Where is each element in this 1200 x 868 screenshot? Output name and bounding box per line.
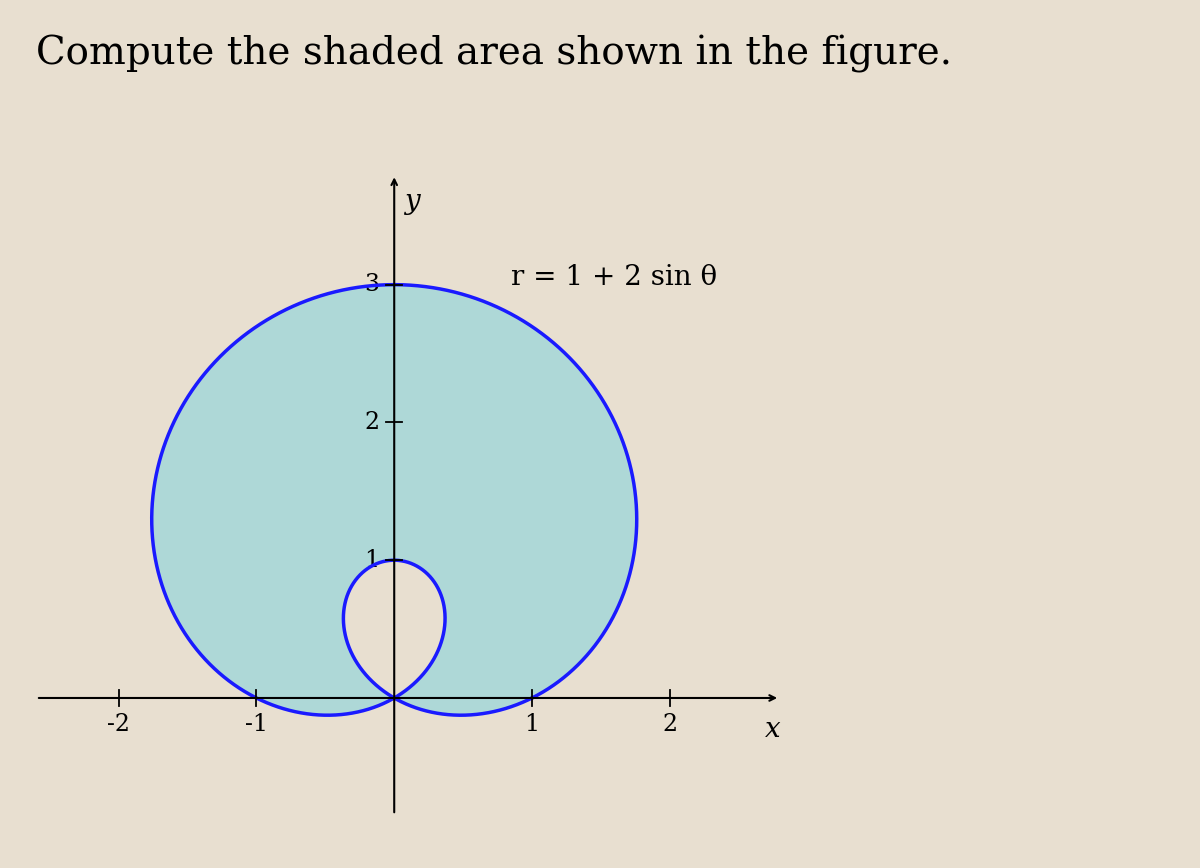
Text: x: x [766, 716, 781, 743]
Text: Compute the shaded area shown in the figure.: Compute the shaded area shown in the fig… [36, 35, 952, 73]
Text: r = 1 + 2 sin θ: r = 1 + 2 sin θ [511, 264, 718, 292]
Text: 3: 3 [364, 273, 379, 296]
Polygon shape [151, 285, 637, 715]
Text: 1: 1 [524, 713, 540, 736]
Polygon shape [343, 560, 445, 698]
Text: -1: -1 [245, 713, 268, 736]
Text: 2: 2 [364, 411, 379, 434]
Text: y: y [404, 188, 420, 215]
Text: -2: -2 [107, 713, 130, 736]
Text: 1: 1 [364, 549, 379, 572]
Text: 2: 2 [662, 713, 677, 736]
